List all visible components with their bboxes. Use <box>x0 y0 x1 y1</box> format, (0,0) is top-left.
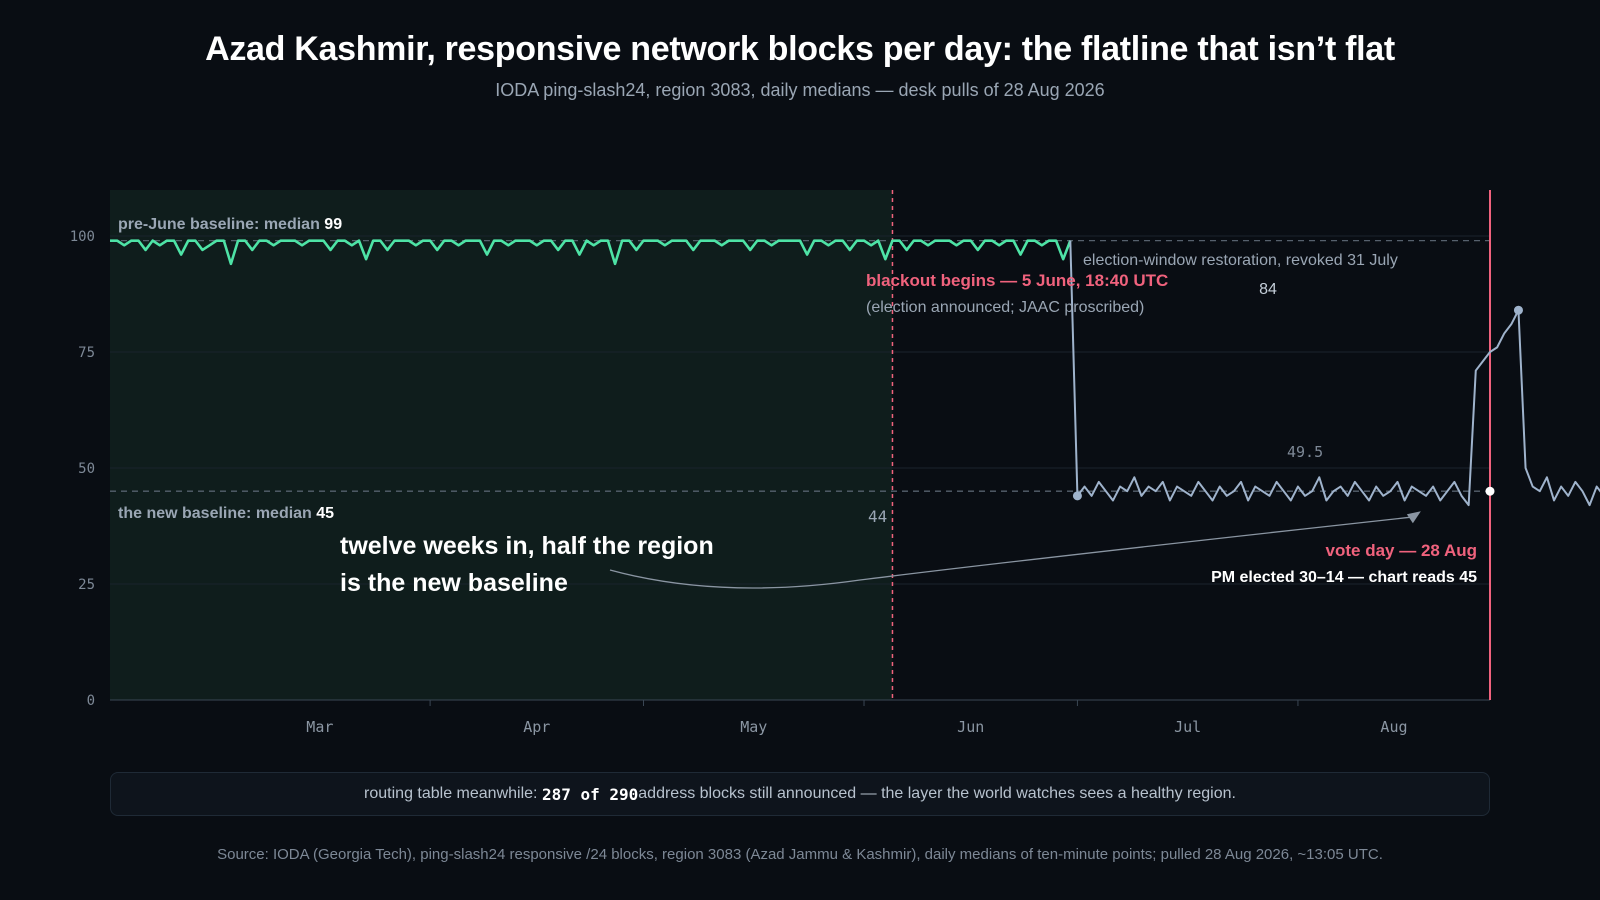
y-tick-label: 50 <box>78 461 95 477</box>
x-tick-label: May <box>740 718 767 736</box>
chart-subtitle: IODA ping-slash24, region 3083, daily me… <box>495 80 1105 100</box>
callout-line-1: twelve weeks in, half the region <box>340 532 714 560</box>
callout-line-2: is the new baseline <box>340 569 568 597</box>
post-blackout-series-line <box>1069 240 1600 507</box>
x-tick-label: Mar <box>306 718 333 736</box>
pre-baseline-label: pre-June baseline: median 99 <box>118 216 342 233</box>
blackout-label: blackout begins — 5 June, 18:40 UTC <box>866 271 1168 290</box>
trough-label: 44 <box>868 507 887 526</box>
restoration-label: election-window restoration, revoked 31 … <box>1083 252 1398 269</box>
callout-arrow <box>609 516 1411 589</box>
peak-point <box>1513 305 1523 315</box>
y-axis-ticks: 0 25 50 75 100 <box>70 229 95 709</box>
blackout-note: (election announced; JAAC proscribed) <box>866 299 1144 316</box>
x-tick-label: Jun <box>957 718 984 736</box>
note-prefix: routing table meanwhile: <box>364 785 538 802</box>
chart-canvas: 0 25 50 75 100 Mar Apr May Jun Jul Aug pre-June b… <box>70 190 1600 736</box>
source-footnote: Source: IODA (Georgia Tech), ping-slash2… <box>217 846 1383 863</box>
peak-label: 84 <box>1259 281 1277 298</box>
chart-title: Azad Kashmir, responsive network blocks … <box>205 30 1395 68</box>
routing-table-note: routing table meanwhile: 287 of 290 addr… <box>110 772 1490 816</box>
trough-point <box>1072 491 1082 501</box>
vote-day-label: vote day — 28 Aug <box>1326 541 1477 560</box>
y-tick-label: 0 <box>87 693 95 709</box>
y-tick-label: 25 <box>78 577 95 593</box>
x-tick-label: Apr <box>523 718 550 736</box>
grid-lines <box>110 235 1490 585</box>
post-restoration-label: 49.5 <box>1287 443 1323 461</box>
y-tick-label: 100 <box>70 229 95 245</box>
new-baseline-label: the new baseline: median 45 <box>118 505 334 522</box>
vote-day-note: PM elected 30–14 — chart reads 45 <box>1211 569 1477 586</box>
pre-blackout-region <box>110 190 893 700</box>
y-tick-label: 75 <box>78 345 95 361</box>
pre-blackout-series-line <box>110 239 1072 266</box>
note-value: 287 of 290 <box>541 784 639 804</box>
callout-arrowhead <box>1406 511 1421 524</box>
x-tick-label: Aug <box>1380 718 1407 736</box>
x-tick-label: Jul <box>1174 718 1201 736</box>
last-point <box>1485 486 1495 496</box>
x-axis-ticks: Mar Apr May Jun Jul Aug <box>306 700 1408 736</box>
note-suffix: address blocks still announced — the lay… <box>638 785 1236 802</box>
